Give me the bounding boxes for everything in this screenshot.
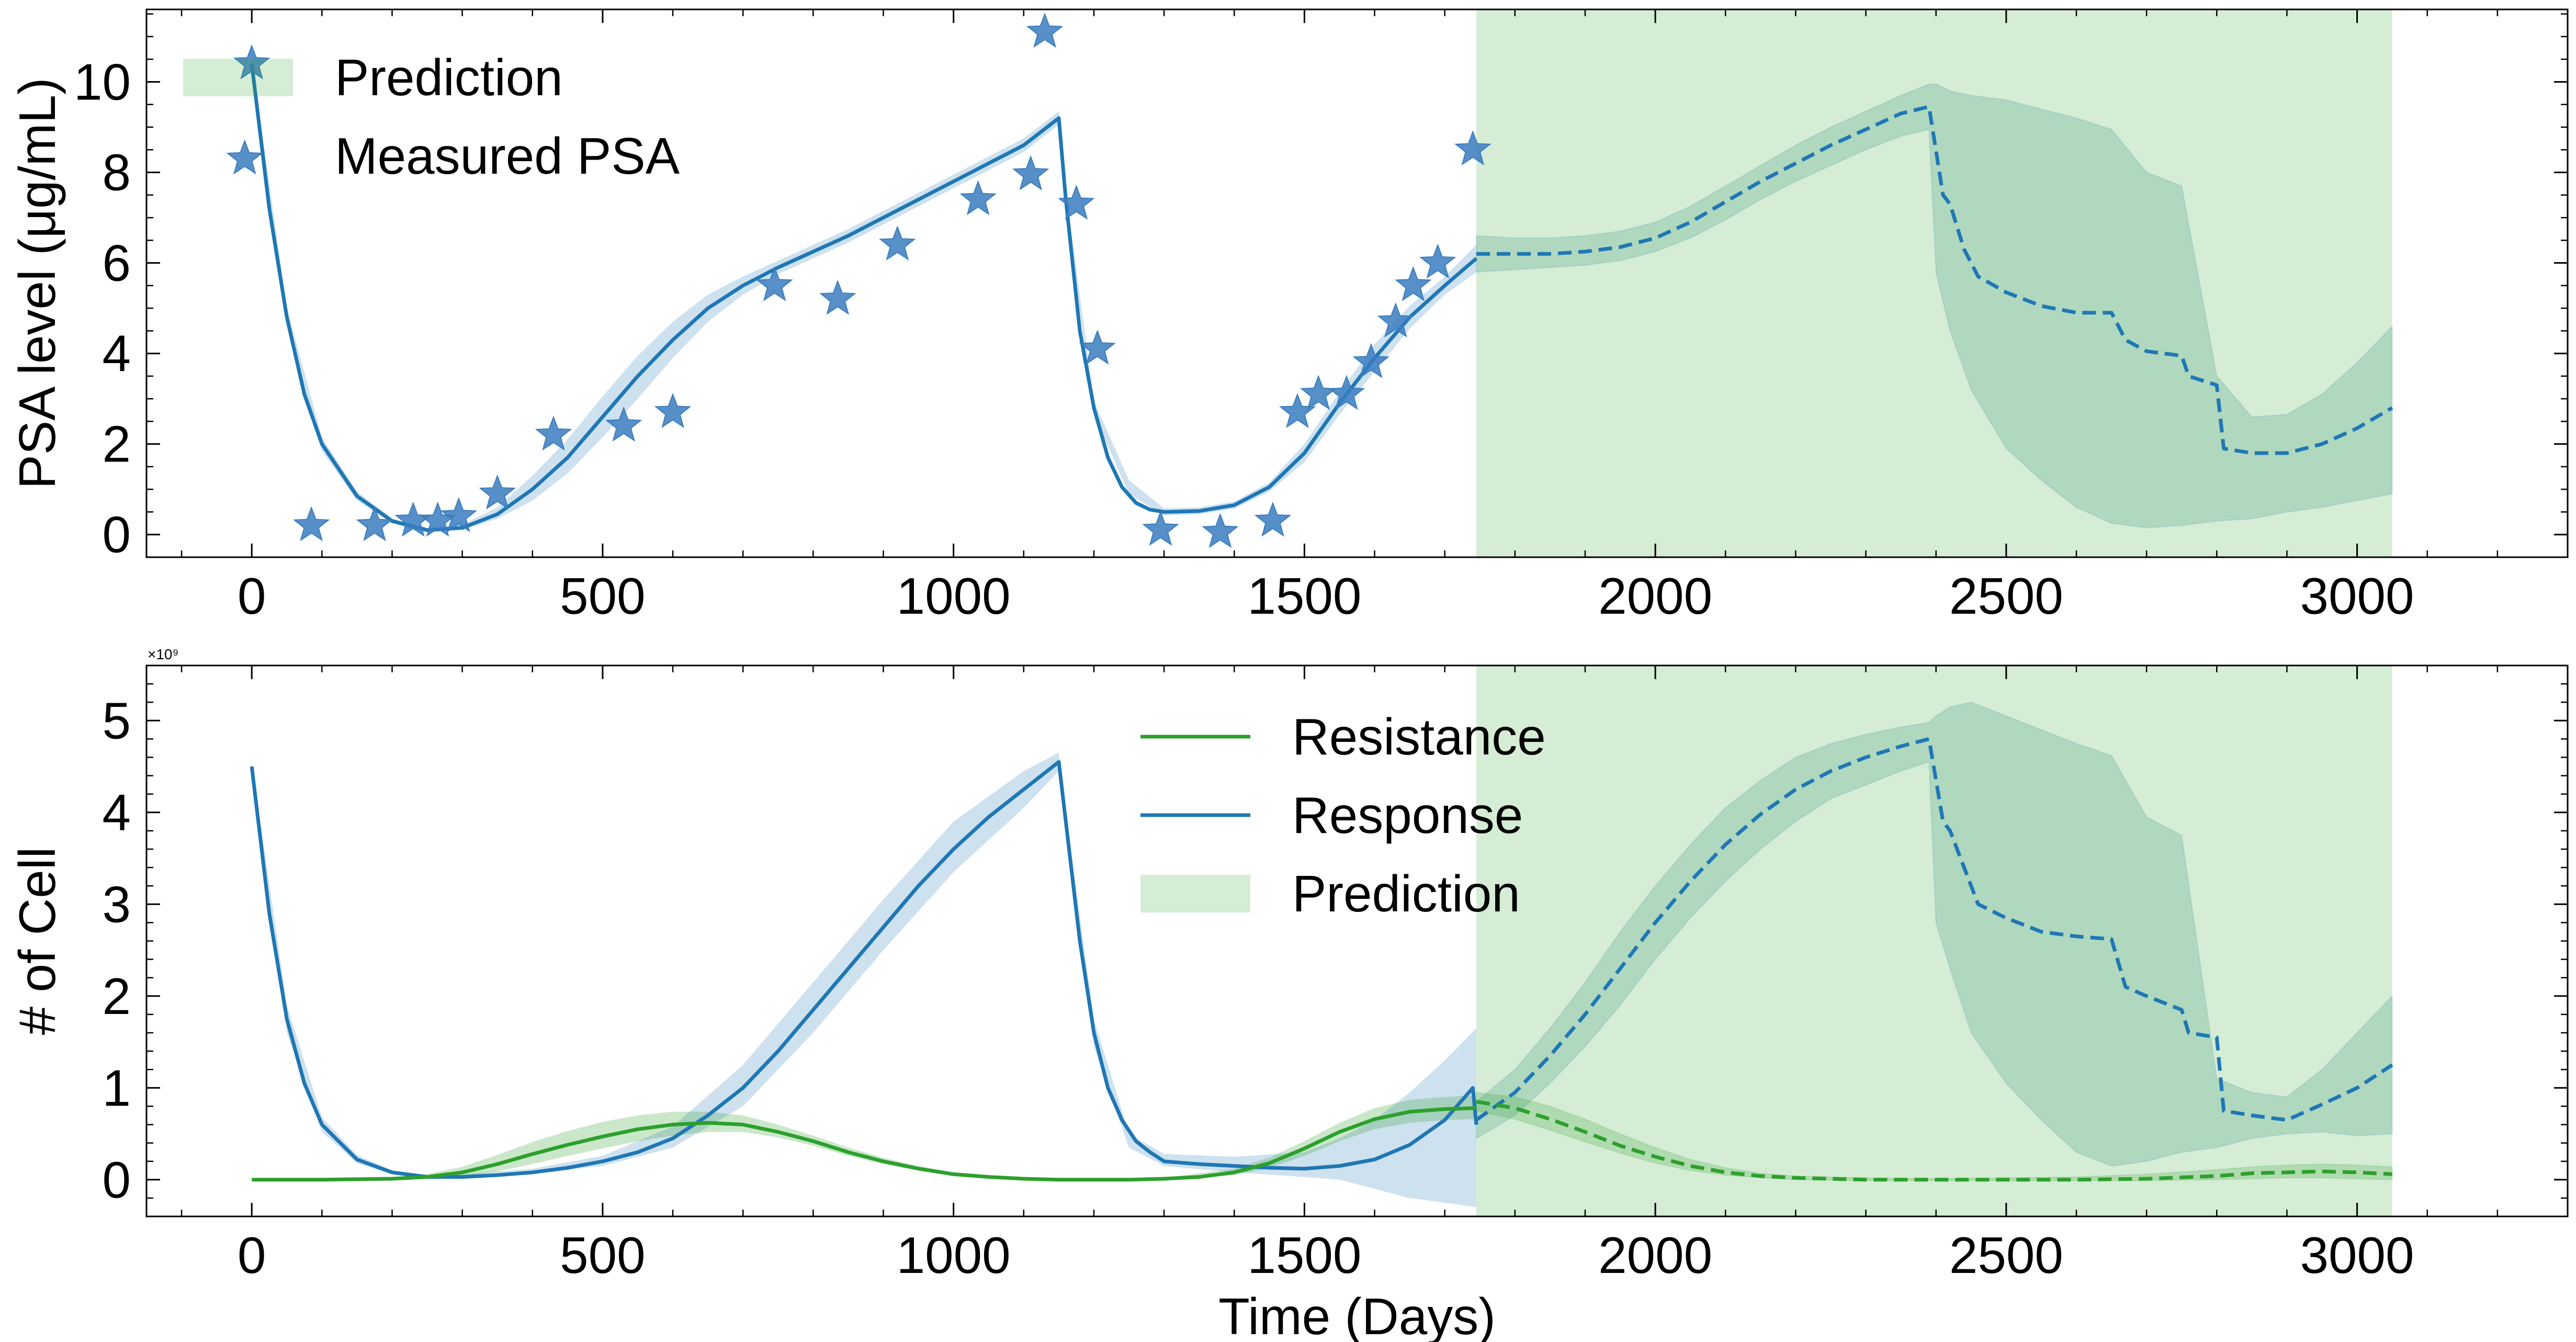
measured-psa-point — [1012, 155, 1049, 190]
x-tick-label: 2500 — [1949, 567, 2063, 625]
psa-prediction-line — [1476, 105, 2393, 455]
y-axis-label: PSA level (μg/mL) — [8, 77, 66, 489]
x-tick-label: 2500 — [1949, 1226, 2063, 1284]
resistance-prediction-band — [1476, 1091, 2393, 1181]
legend-label-measured: Measured PSA — [335, 127, 680, 185]
x-tick-label: 1500 — [1247, 567, 1361, 625]
psa-prediction-band — [1476, 83, 2393, 528]
legend-swatch-prediction — [1140, 875, 1250, 912]
measured-psa-point — [654, 393, 692, 428]
measured-psa-point — [1254, 501, 1292, 537]
cell-count-panel: 0 500 1000 1500 2000 2500 3000 0 1 2 3 4 5 # of Cell T… — [8, 646, 2569, 1342]
measured-psa-point — [233, 44, 270, 80]
legend-label-prediction: Prediction — [335, 49, 563, 106]
x-tick-label: 0 — [238, 567, 266, 625]
measured-psa-point — [1328, 375, 1365, 410]
measured-psa-point — [535, 415, 572, 451]
measured-psa-point — [1352, 343, 1390, 378]
measured-psa-point — [1377, 302, 1415, 338]
x-tick-label: 2000 — [1598, 1226, 1712, 1284]
y-tick-label: 0 — [102, 1151, 131, 1209]
y-tick-label: 2 — [102, 415, 131, 473]
measured-psa-point — [959, 180, 997, 216]
y-tick-label: 4 — [102, 325, 131, 382]
measured-psa-point — [756, 266, 793, 301]
axes-frame — [145, 8, 2569, 558]
measured-psa-point — [479, 474, 516, 510]
y-axis-label: # of Cell — [8, 847, 66, 1035]
measured-psa-point — [226, 139, 264, 175]
resistance-fit-line — [252, 1106, 1477, 1182]
measured-psa-point — [1026, 13, 1064, 48]
measured-psa-point — [879, 225, 916, 261]
legend-label-prediction: Prediction — [1292, 865, 1520, 922]
prediction-region — [1476, 9, 2392, 557]
measured-psa-point — [605, 407, 642, 442]
legend-label-response: Response — [1292, 786, 1523, 844]
measured-psa-point — [440, 497, 478, 533]
y-tick-label: 6 — [102, 234, 131, 292]
measured-psa-point — [1279, 393, 1316, 428]
measured-psa-point — [1142, 511, 1179, 546]
response-prediction-line — [1475, 737, 2393, 1122]
y-tick-label: 10 — [74, 53, 131, 110]
resistance-prediction-line — [1476, 1100, 2392, 1182]
x-axis-label: Time (Days) — [1218, 1288, 1496, 1342]
psa-fit-line — [250, 63, 1478, 532]
measured-psa-point — [1419, 243, 1456, 279]
x-tick-label: 3000 — [2300, 1226, 2414, 1284]
x-tick-label: 500 — [560, 567, 646, 625]
x-tick-label: 1500 — [1247, 1226, 1361, 1284]
plot-area — [226, 9, 2393, 557]
y-tick-label: 0 — [102, 506, 131, 563]
y-tick-label: 3 — [102, 875, 131, 933]
y-tick-label: 1 — [102, 1059, 131, 1117]
x-tick-label: 0 — [238, 1226, 266, 1284]
measured-psa-point — [1202, 513, 1239, 548]
y-tick-label: 5 — [102, 692, 131, 749]
x-tick-label: 1000 — [897, 567, 1011, 625]
legend: Prediction Measured PSA — [183, 49, 680, 185]
measured-psa-point — [1395, 266, 1432, 301]
legend: Resistance Response Prediction — [1140, 708, 1546, 922]
measured-psa-point — [1058, 185, 1095, 220]
measured-psa-point — [1454, 130, 1492, 166]
plot-area — [250, 666, 2393, 1216]
measured-psa-point — [1079, 329, 1116, 365]
prediction-region — [1476, 666, 2392, 1216]
legend-label-resistance: Resistance — [1292, 708, 1546, 765]
measured-psa-point — [819, 279, 856, 315]
x-tick-label: 500 — [560, 1226, 646, 1284]
y-tick-label: 2 — [102, 967, 131, 1025]
response-prediction-band — [1476, 702, 2393, 1167]
x-tick-label: 3000 — [2300, 567, 2414, 625]
x-tick-label: 2000 — [1598, 567, 1712, 625]
x-tick-label: 1000 — [897, 1226, 1011, 1284]
y-tick-label: 8 — [102, 144, 131, 201]
measured-psa-point — [1300, 375, 1337, 410]
y-scale-label: ×10⁹ — [148, 646, 179, 662]
measured-psa-point — [356, 506, 393, 542]
measured-psa-point — [292, 506, 330, 542]
legend-swatch-prediction — [183, 59, 293, 96]
y-tick-label: 4 — [102, 784, 131, 841]
